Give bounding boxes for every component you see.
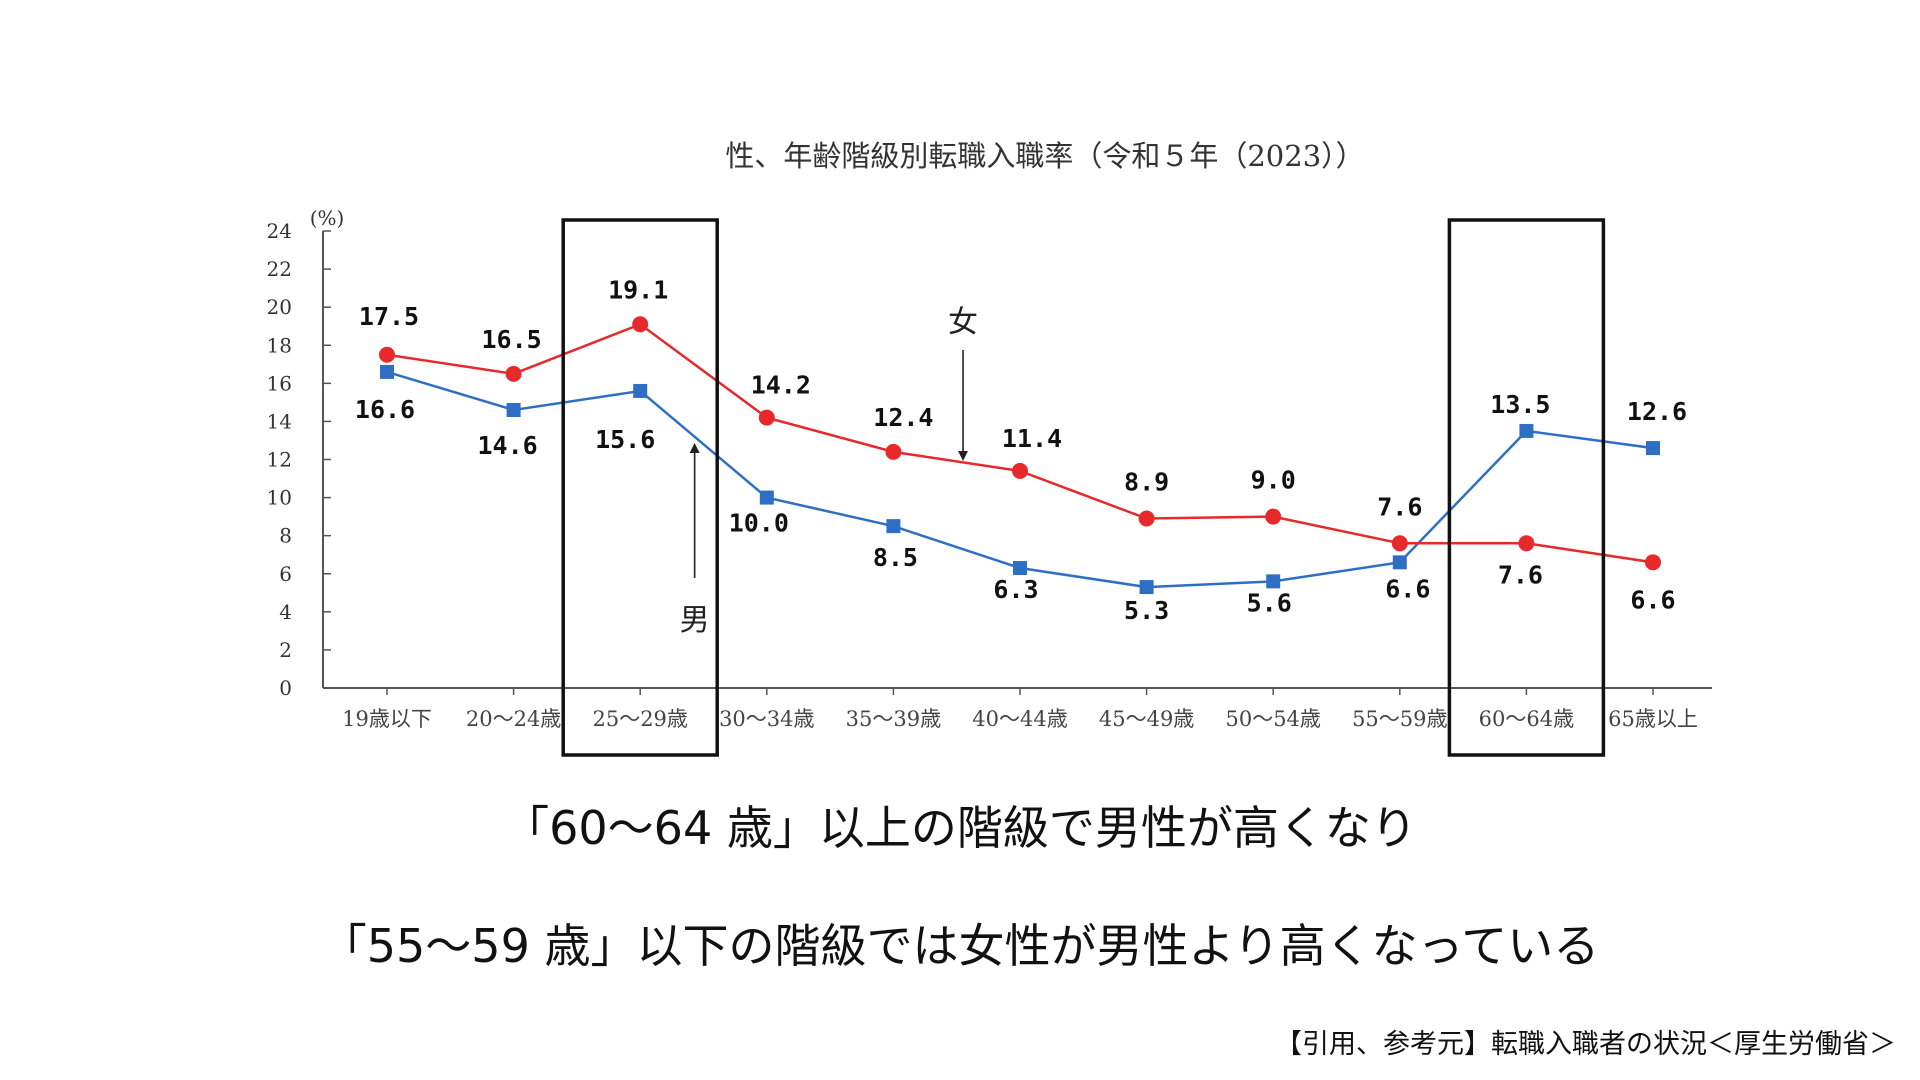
data-label-female: 19.1 [608, 275, 668, 304]
caption-line-1: 「60～64 歳」以上の階級で男性が高くなり [503, 801, 1417, 855]
data-label-male: 13.5 [1490, 390, 1550, 419]
highlight-boxes [561, 218, 1606, 757]
legend-label-male: 男 [680, 603, 710, 638]
y-tick-label: 12 [267, 448, 292, 472]
data-label-male: 6.6 [1385, 574, 1430, 603]
x-tick-label: 50～54歳 [1225, 707, 1320, 731]
data-label-female: 9.0 [1251, 466, 1296, 495]
y-tick-label: 0 [279, 676, 292, 700]
data-point-male [1392, 555, 1407, 570]
x-tick-label: 40～44歳 [972, 707, 1067, 731]
data-point-female [379, 346, 395, 363]
caption-line-2: 「55～59 歳」以下の階級では女性が男性より高くなっている [320, 919, 1600, 973]
y-tick-label: 4 [279, 600, 292, 624]
data-point-male [506, 402, 521, 417]
data-point-female [632, 316, 649, 333]
data-point-female [1645, 554, 1661, 571]
data-point-male [633, 383, 648, 398]
data-label-male: 15.6 [595, 425, 655, 454]
data-point-female [1012, 462, 1028, 479]
y-axis-unit: (%) [310, 206, 345, 230]
data-point-male [1266, 574, 1281, 589]
data-label-female: 16.5 [481, 325, 541, 354]
data-label-male: 5.3 [1124, 596, 1169, 625]
data-point-male [1139, 580, 1154, 595]
data-point-female [1518, 535, 1535, 552]
data-point-female [505, 365, 522, 382]
data-point-male [1646, 441, 1660, 456]
x-tick-label: 19歳以下 [342, 707, 432, 731]
data-label-female: 7.6 [1377, 492, 1422, 521]
series-markers [379, 316, 1661, 595]
x-tick-label: 25～29歳 [592, 707, 687, 731]
y-tick-label: 8 [279, 524, 292, 548]
y-tick-label: 2 [279, 638, 292, 662]
data-label-male: 6.3 [993, 575, 1038, 604]
y-tick-label: 10 [267, 486, 292, 510]
series-annotations: 女男 [680, 305, 978, 638]
series-line-male [386, 370, 1654, 589]
legend-label-female: 女 [948, 305, 978, 340]
data-label-female: 17.5 [359, 302, 419, 331]
data-label-male: 12.6 [1627, 397, 1687, 426]
data-point-male [1519, 423, 1534, 438]
y-tick-label: 14 [267, 409, 292, 433]
y-tick-label: 6 [279, 562, 292, 586]
data-label-female: 6.6 [1630, 585, 1675, 614]
x-tick-label: 55～59歳 [1352, 707, 1447, 731]
data-point-male [1013, 561, 1027, 576]
data-point-male [886, 519, 901, 534]
x-tick-label: 45～49歳 [1099, 707, 1194, 731]
data-point-male [759, 490, 774, 505]
x-tick-label: 35～39歳 [846, 707, 941, 731]
x-tick-label: 60～64歳 [1479, 707, 1574, 731]
chart-title: 性、年齢階級別転職入職率（令和５年（2023）） [725, 139, 1364, 173]
y-tick-label: 22 [267, 257, 292, 281]
citation-source: 【引用、参考元】転職入職者の状況＜厚生労働省＞ [1275, 1029, 1896, 1060]
data-label-female: 14.2 [751, 371, 811, 400]
x-tick-label: 30～34歳 [719, 707, 814, 731]
data-point-female [885, 443, 902, 460]
highlight-box [561, 218, 719, 757]
x-tick-label: 20～24歳 [466, 707, 561, 731]
data-label-female: 12.4 [873, 403, 933, 432]
y-tick-label: 24 [267, 219, 292, 243]
y-tick-label: 18 [267, 333, 292, 357]
data-label-male: 10.0 [729, 509, 789, 538]
data-point-female [1265, 508, 1282, 525]
data-label-male: 5.6 [1247, 588, 1292, 617]
data-point-female [1138, 510, 1155, 527]
y-tick-label: 16 [267, 371, 292, 395]
data-label-female: 7.6 [1498, 560, 1543, 589]
data-label-female: 11.4 [1002, 424, 1062, 453]
data-labels: 17.5 16.5 19.1 14.2 12.4 11.4 8.9 9.0 7.6 7.6 6.6 1… [355, 275, 1687, 625]
data-label-male: 8.5 [873, 543, 918, 572]
data-point-female [758, 409, 775, 426]
x-tick-label: 65歳以上 [1608, 707, 1698, 731]
data-label-male: 14.6 [477, 431, 537, 460]
series-lines [386, 322, 1654, 589]
y-tick-label: 20 [267, 295, 292, 319]
data-label-female: 8.9 [1124, 468, 1169, 497]
data-point-male [380, 364, 394, 379]
highlight-box [1447, 218, 1606, 757]
data-point-female [1391, 535, 1408, 552]
data-label-male: 16.6 [355, 395, 415, 424]
